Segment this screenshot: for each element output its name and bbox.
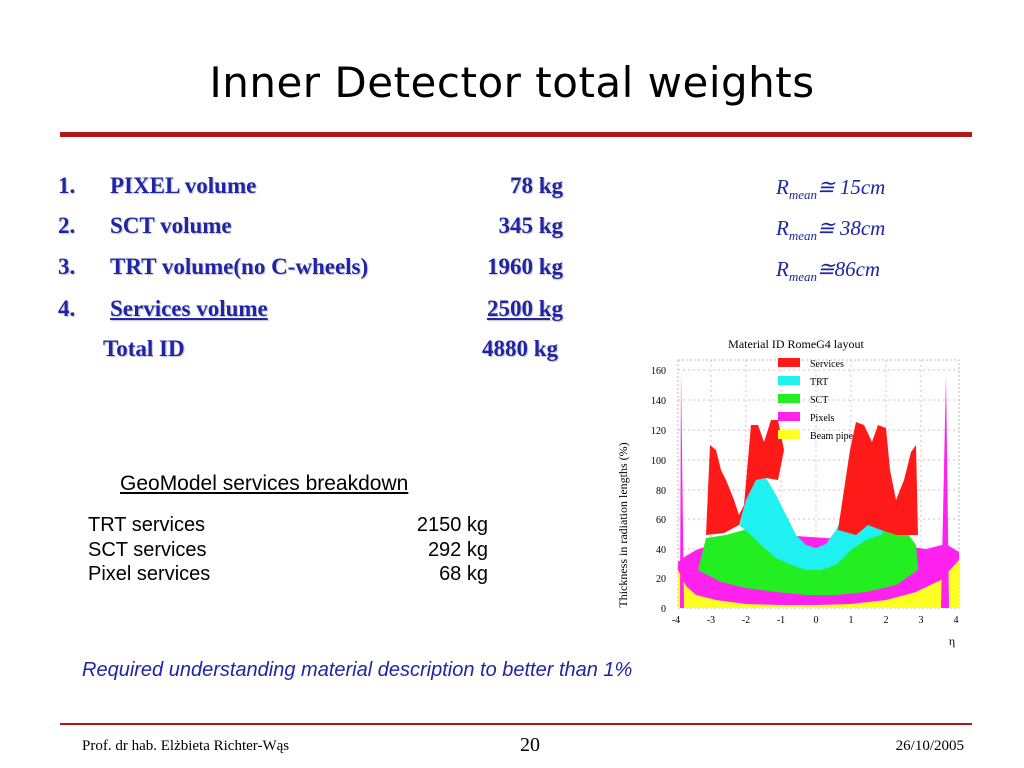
- list-number: 2.: [58, 213, 76, 238]
- volume-weight: 2500 kg: [486, 296, 563, 321]
- page-number: 20: [520, 734, 540, 756]
- list-number: 3.: [58, 254, 76, 279]
- y-tick: 100: [651, 456, 666, 467]
- rmean-line: Rmean≅ 38cm: [776, 216, 886, 244]
- y-tick: 20: [656, 574, 666, 585]
- x-tick: -3: [707, 615, 715, 626]
- volume-weight: 345 kg: [498, 213, 563, 238]
- x-tick: -4: [672, 615, 680, 626]
- list-number: 1.: [58, 173, 76, 198]
- total-label: Total ID: [103, 336, 185, 361]
- service-weight: 2150 kg: [416, 514, 488, 536]
- plot-title: Material ID RomeG4 layout: [728, 337, 864, 351]
- service-weight: 68 kg: [439, 563, 488, 585]
- legend-label: SCT: [810, 395, 828, 406]
- volume-label: Services volume: [110, 296, 268, 321]
- service-weight: 292 kg: [427, 539, 488, 561]
- plot-ylabel: Thickness in radiation lengths (%): [616, 442, 630, 607]
- volume-weight: 1960 kg: [486, 254, 563, 279]
- volume-label: PIXEL volume: [110, 173, 257, 198]
- footer-date: 26/10/2005: [895, 738, 964, 754]
- y-tick: 60: [656, 515, 666, 526]
- y-tick: 40: [656, 545, 666, 556]
- x-tick: 0: [814, 615, 819, 626]
- legend-swatch: [778, 430, 800, 439]
- x-tick: -2: [742, 615, 750, 626]
- rmean-line: Rmean≅ 15cm: [776, 175, 886, 203]
- legend-label: Pixels: [810, 413, 835, 424]
- service-label: Pixel services: [88, 563, 211, 585]
- y-tick: 160: [651, 366, 666, 377]
- x-tick: 1: [849, 615, 854, 626]
- volume-label: TRT volume(no C-wheels): [110, 254, 369, 279]
- rmean-line: Rmean≅86cm: [776, 257, 881, 285]
- y-tick: 140: [651, 396, 666, 407]
- material-plot: Material ID RomeG4 layout Thickness in r…: [606, 330, 968, 648]
- slide-title: Inner Detector total weights: [209, 58, 815, 107]
- x-tick: 3: [919, 615, 924, 626]
- service-label: SCT services: [88, 539, 207, 561]
- list-number: 4.: [58, 296, 76, 321]
- geomodel-title: GeoModel services breakdown: [120, 472, 409, 495]
- volume-weight: 78 kg: [509, 173, 563, 198]
- legend-swatch: [778, 412, 800, 421]
- footer-divider: [60, 723, 972, 725]
- volume-label: SCT volume: [110, 213, 232, 238]
- footer-author: Prof. dr hab. Elżbieta Richter-Wąs: [82, 738, 290, 754]
- legend-label: TRT: [810, 377, 828, 388]
- y-tick: 80: [656, 486, 666, 497]
- requirement-note: Required understanding material descript…: [82, 659, 633, 681]
- legend-swatch: [778, 358, 800, 367]
- service-label: TRT services: [88, 514, 206, 536]
- legend-swatch: [778, 394, 800, 403]
- x-tick: -1: [777, 615, 785, 626]
- x-tick: 4: [954, 615, 959, 626]
- y-tick: 0: [661, 604, 666, 615]
- x-tick: 2: [884, 615, 889, 626]
- y-tick: 120: [651, 426, 666, 437]
- total-weight: 4880 kg: [481, 336, 558, 361]
- legend-label: Beam pipe: [810, 431, 854, 442]
- legend-label: Services: [810, 359, 844, 370]
- plot-xlabel: η: [949, 634, 955, 648]
- legend-swatch: [778, 376, 800, 385]
- title-divider: [60, 132, 972, 137]
